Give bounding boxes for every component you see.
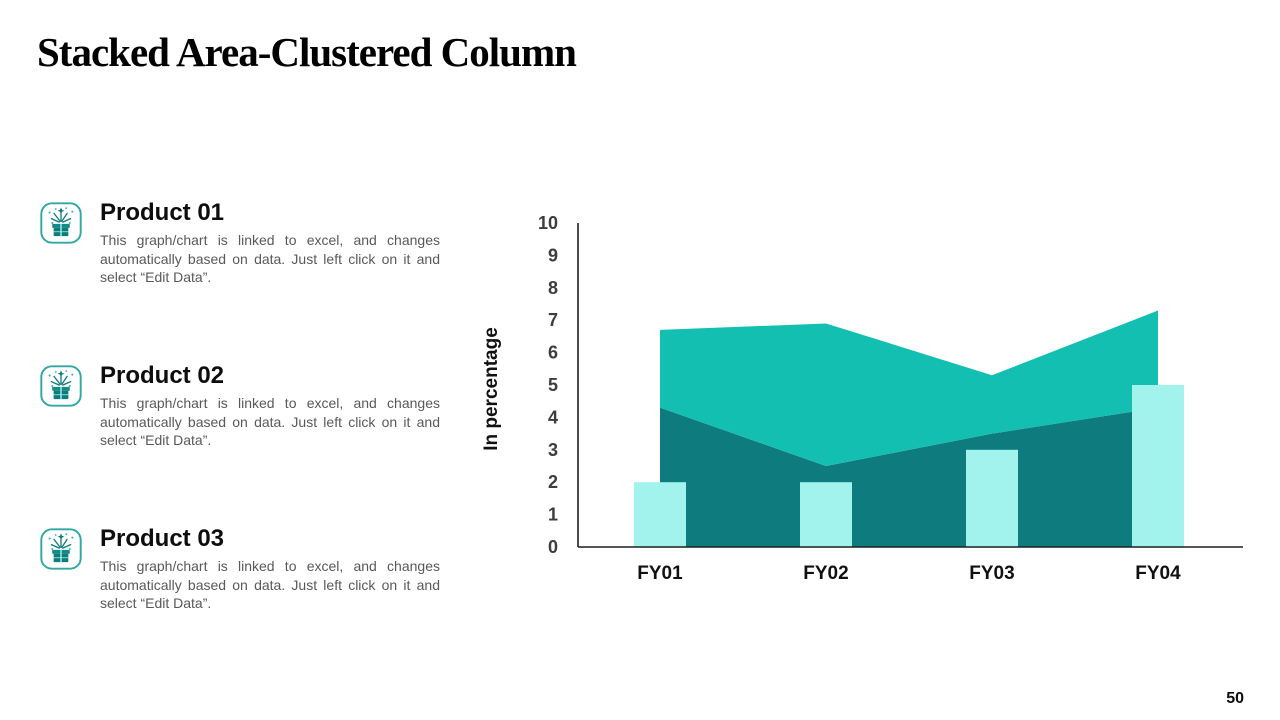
product-text: Product 03 This graph/chart is linked to… (100, 526, 440, 613)
product-description: This graph/chart is linked to excel, and… (100, 395, 440, 448)
y-tick-label-8: 8 (548, 278, 558, 298)
column-fy02 (800, 482, 852, 547)
product-block-3: Product 03 This graph/chart is linked to… (40, 526, 450, 613)
y-tick-label-2: 2 (548, 472, 558, 492)
product-description: This graph/chart is linked to excel, and… (100, 232, 440, 285)
product-block-2: Product 02 This graph/chart is linked to… (40, 363, 450, 450)
product-text: Product 01 This graph/chart is linked to… (100, 200, 440, 287)
y-tick-label-1: 1 (548, 505, 558, 525)
product-name: Product 03 (100, 525, 225, 552)
product-name: Product 02 (100, 362, 225, 389)
column-fy04 (1132, 385, 1184, 547)
page-number: 50 (1226, 690, 1244, 707)
y-tick-label-6: 6 (548, 343, 558, 363)
product-description: This graph/chart is linked to excel, and… (100, 558, 440, 611)
y-tick-label-9: 9 (548, 245, 558, 265)
y-tick-label-4: 4 (548, 407, 558, 427)
y-axis-title: In percentage (481, 327, 502, 451)
column-fy03 (966, 449, 1018, 547)
y-tick-label-3: 3 (548, 440, 558, 460)
product-name: Product 01 (100, 199, 225, 226)
x-category-label-fy03: FY03 (969, 563, 1014, 584)
product-text: Product 02 This graph/chart is linked to… (100, 363, 440, 450)
y-tick-label-7: 7 (548, 310, 558, 330)
slide-title: Stacked Area-Clustered Column (37, 29, 577, 75)
stacked-area-series-1 (660, 407, 1158, 547)
stacked-area-series-2 (660, 310, 1158, 466)
column-fy01 (634, 482, 686, 547)
y-tick-label-5: 5 (548, 375, 558, 395)
y-tick-label-10: 10 (538, 213, 558, 233)
x-category-label-fy02: FY02 (803, 563, 848, 584)
y-tick-label-0: 0 (548, 537, 558, 557)
x-category-label-fy04: FY04 (1135, 563, 1181, 584)
product-block-1: Product 01 This graph/chart is linked to… (40, 200, 450, 287)
x-category-label-fy01: FY01 (637, 563, 683, 584)
